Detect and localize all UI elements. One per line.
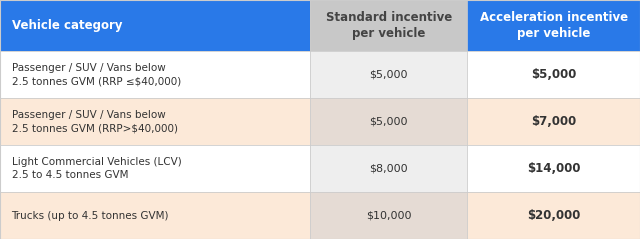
Text: $5,000: $5,000: [369, 117, 408, 127]
Text: Passenger / SUV / Vans below
2.5 tonnes GVM (RRP ≤$40,000): Passenger / SUV / Vans below 2.5 tonnes …: [12, 63, 180, 87]
Text: Vehicle category: Vehicle category: [12, 19, 122, 32]
Bar: [467, 192, 640, 239]
Bar: [310, 98, 467, 145]
Text: Passenger / SUV / Vans below
2.5 tonnes GVM (RRP>$40,000): Passenger / SUV / Vans below 2.5 tonnes …: [12, 110, 177, 134]
Bar: [0, 98, 310, 145]
Text: Trucks (up to 4.5 tonnes GVM): Trucks (up to 4.5 tonnes GVM): [12, 211, 169, 221]
Text: $10,000: $10,000: [366, 211, 412, 221]
Text: $5,000: $5,000: [369, 70, 408, 80]
Bar: [310, 145, 467, 192]
Bar: [467, 98, 640, 145]
Bar: [0, 51, 310, 98]
Bar: [467, 51, 640, 98]
Bar: [467, 145, 640, 192]
Text: Acceleration incentive
per vehicle: Acceleration incentive per vehicle: [479, 11, 628, 40]
Text: $7,000: $7,000: [531, 115, 576, 128]
Bar: [467, 0, 640, 51]
Text: $8,000: $8,000: [369, 164, 408, 174]
Text: $14,000: $14,000: [527, 162, 580, 175]
Text: $20,000: $20,000: [527, 209, 580, 222]
Text: $5,000: $5,000: [531, 68, 576, 81]
Text: Standard incentive
per vehicle: Standard incentive per vehicle: [326, 11, 452, 40]
Bar: [310, 192, 467, 239]
Text: Light Commercial Vehicles (LCV)
2.5 to 4.5 tonnes GVM: Light Commercial Vehicles (LCV) 2.5 to 4…: [12, 157, 181, 180]
Bar: [0, 145, 310, 192]
Bar: [310, 0, 467, 51]
Bar: [310, 51, 467, 98]
Bar: [0, 192, 310, 239]
Bar: [0, 0, 310, 51]
